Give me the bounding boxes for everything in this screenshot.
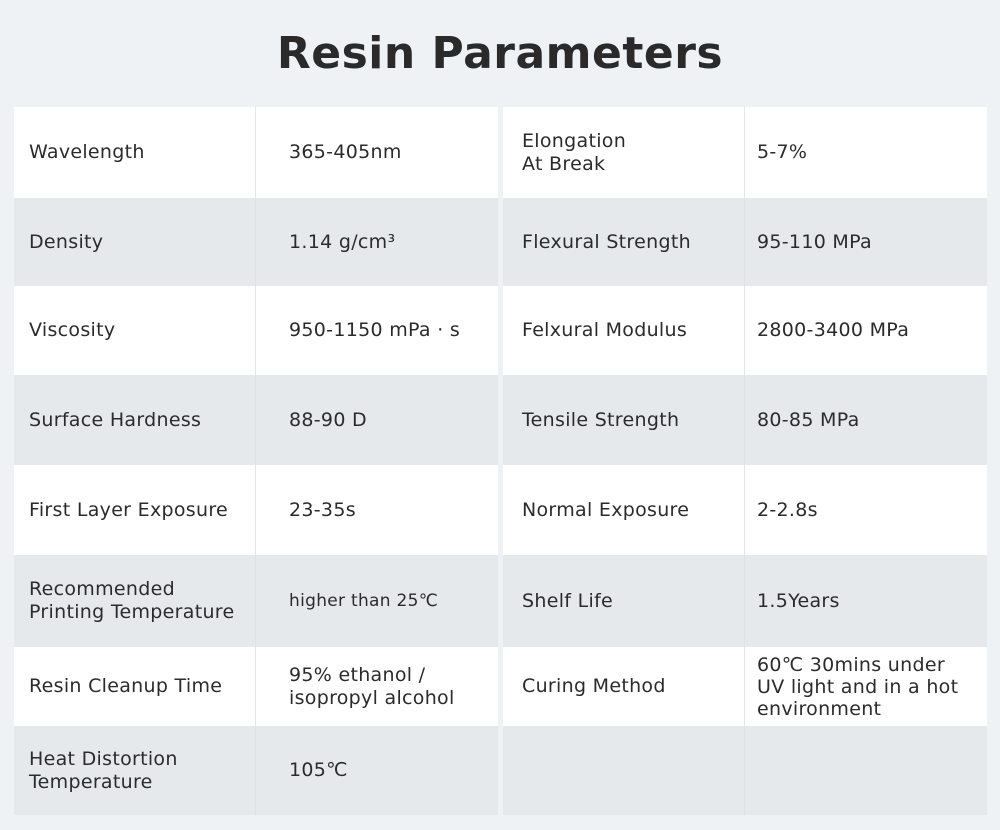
parameter-value: 60℃ 30mins under UV light and in a hot e… — [757, 653, 959, 720]
parameter-label: Heat Distortion Temperature — [14, 726, 256, 815]
table-row: Surface Hardness 88-90 D — [14, 375, 498, 465]
table-row: Wavelength 365-405nm — [14, 107, 498, 198]
parameter-label: Tensile Strength — [503, 375, 745, 465]
parameter-label: Felxural Modulus — [503, 286, 745, 375]
table-row: Felxural Modulus 2800-3400 MPa — [503, 286, 987, 375]
parameter-label: Recommended Printing Temperature — [14, 555, 256, 647]
parameter-value: 105℃ — [289, 759, 348, 781]
parameter-label: Flexural Strength — [503, 198, 745, 286]
parameter-value: 365-405nm — [289, 141, 402, 163]
parameter-value: 2800-3400 MPa — [757, 319, 910, 341]
table-row: First Layer Exposure 23-35s — [14, 465, 498, 555]
parameter-label: Resin Cleanup Time — [14, 647, 256, 726]
table-row — [503, 726, 987, 815]
parameter-value: 1.14 g/cm³ — [289, 230, 396, 253]
parameter-value: 95% ethanol / isopropyl alcohol — [289, 663, 455, 709]
table-row: Resin Cleanup Time 95% ethanol / isoprop… — [14, 647, 498, 726]
parameter-label: Viscosity — [14, 286, 256, 375]
parameter-value: 95-110 MPa — [757, 230, 872, 253]
parameter-value: 2-2.8s — [757, 498, 818, 521]
parameter-label: Curing Method — [503, 647, 745, 726]
parameter-value: 5-7% — [757, 141, 808, 163]
parameter-value: 23-35s — [289, 498, 356, 521]
parameter-value: 88-90 D — [289, 408, 367, 431]
parameter-label: Surface Hardness — [14, 375, 256, 465]
parameter-value: higher than 25℃ — [289, 590, 439, 611]
parameter-value: 1.5Years — [757, 589, 840, 612]
table-row: Normal Exposure 2-2.8s — [503, 465, 987, 555]
table-row: Heat Distortion Temperature 105℃ — [14, 726, 498, 815]
table-row: Density 1.14 g/cm³ — [14, 198, 498, 286]
parameter-label: First Layer Exposure — [14, 465, 256, 555]
table-row: Elongation At Break 5-7% — [503, 107, 987, 198]
parameter-label: Shelf Life — [503, 555, 745, 647]
table-row: Shelf Life 1.5Years — [503, 555, 987, 647]
parameter-value — [745, 726, 987, 815]
parameters-table-right: Elongation At Break 5-7% Flexural Streng… — [503, 107, 987, 815]
table-row: Curing Method 60℃ 30mins under UV light … — [503, 647, 987, 726]
parameter-label: Density — [14, 198, 256, 286]
parameter-label: Normal Exposure — [503, 465, 745, 555]
parameter-label — [503, 726, 745, 815]
page-title: Resin Parameters — [276, 28, 724, 79]
parameters-table-left: Wavelength 365-405nm Density 1.14 g/cm³ … — [14, 107, 498, 815]
table-row: Tensile Strength 80-85 MPa — [503, 375, 987, 465]
table-row: Viscosity 950-1150 mPa · s — [14, 286, 498, 375]
table-row: Flexural Strength 95-110 MPa — [503, 198, 987, 286]
parameter-value: 80-85 MPa — [757, 408, 860, 431]
parameter-label: Wavelength — [14, 107, 256, 198]
parameter-label: Elongation At Break — [503, 107, 745, 198]
table-row: Recommended Printing Temperature higher … — [14, 555, 498, 647]
parameter-value: 950-1150 mPa · s — [289, 319, 461, 341]
